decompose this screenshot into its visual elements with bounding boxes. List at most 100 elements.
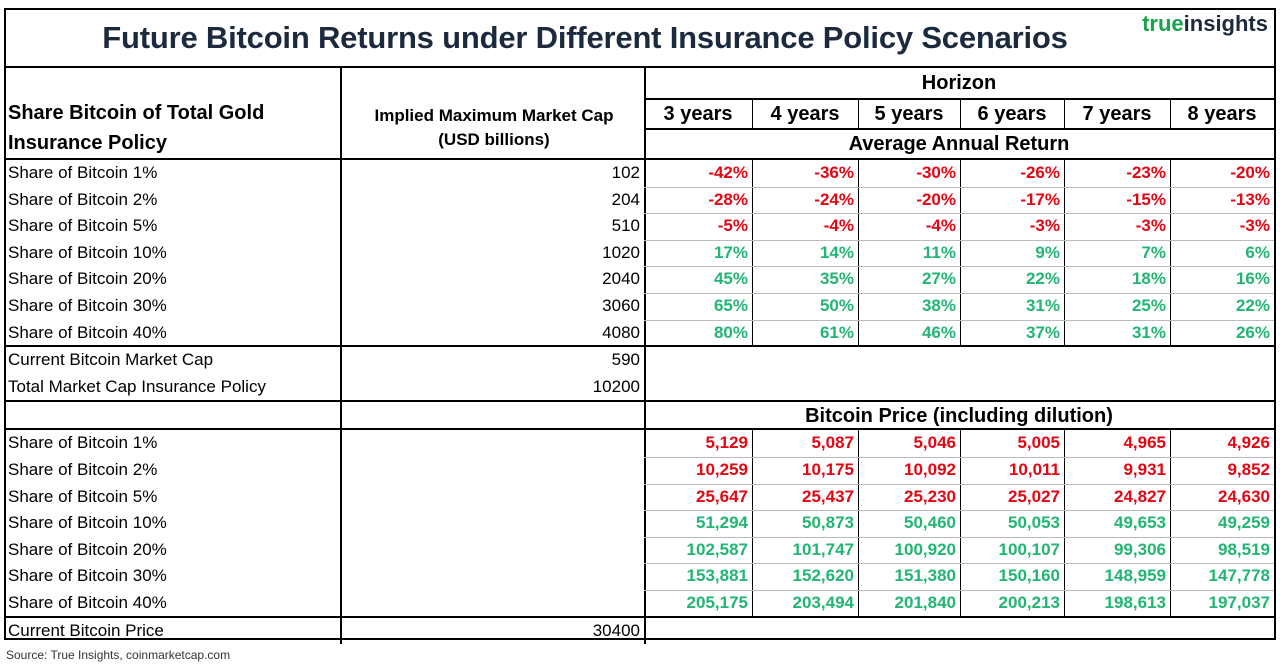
header-implied-cap-line2: (USD billions) (438, 130, 550, 149)
divider (6, 158, 1274, 160)
row-value-6y: 31% (1025, 296, 1060, 315)
returns-row: Share of Bitcoin 40% 4080 80% 61% 46% 37% 31% 2… (6, 320, 1274, 347)
row-value-3y: 153,881 (686, 566, 748, 586)
row-value-6y: 100,107 (998, 539, 1060, 559)
divider (644, 266, 1274, 268)
row-cap-value: 30400 (592, 620, 640, 640)
row-value-4y: 101,747 (792, 539, 854, 559)
divider (644, 293, 1274, 294)
returns-row: Share of Bitcoin 20% 2040 45% 35% 27% 22% 18% 1… (6, 266, 1274, 293)
page-title: Future Bitcoin Returns under Different I… (102, 20, 1068, 55)
row-cap-value: 4080 (602, 322, 640, 342)
row-value-5y: 11% (922, 242, 956, 262)
summary-row: Total Market Cap Insurance Policy 10200 (6, 374, 1274, 401)
row-label: Current Bitcoin Price (8, 620, 164, 640)
divider (858, 160, 859, 347)
price-row: Share of Bitcoin 20% 102,587 101,747 100,92… (6, 537, 1274, 564)
row-value-8y: 4,926 (1227, 433, 1270, 453)
row-value-8y: 147,778 (1208, 566, 1270, 586)
row-value-5y: -30% (916, 163, 956, 182)
row-label: Share of Bitcoin 40% (8, 593, 167, 612)
row-value-3y: 102,587 (686, 539, 748, 559)
row-value-8y: 49,259 (1218, 513, 1270, 533)
divider (340, 68, 342, 645)
divider (1064, 98, 1065, 128)
row-value-8y: 6% (1245, 242, 1270, 262)
true-insights-logo: trueinsights (1142, 11, 1268, 36)
returns-row: Share of Bitcoin 2% 204 -28% -24% -20% -17% -1… (6, 187, 1274, 214)
row-value-4y: 14% (819, 242, 854, 262)
divider (6, 615, 1274, 618)
current-price-row: Current Bitcoin Price 30400 (6, 618, 1274, 645)
row-value-7y: 99,306 (1114, 539, 1166, 559)
row-value-5y: 5,046 (913, 433, 956, 453)
row-value-5y: 151,380 (894, 566, 956, 586)
row-value-4y: -36% (814, 163, 854, 182)
row-value-6y: 10,011 (1008, 460, 1060, 479)
row-value-5y: 100,920 (894, 539, 956, 559)
row-value-4y: 10,175 (802, 460, 854, 479)
row-label: Share of Bitcoin 10% (8, 513, 167, 533)
row-value-7y: 4,965 (1123, 433, 1166, 453)
row-value-6y: 200,213 (998, 593, 1060, 612)
row-value-3y: 80% (713, 322, 748, 342)
row-value-7y: 198,613 (1104, 593, 1166, 612)
divider (1170, 430, 1171, 617)
row-value-3y: 10,259 (696, 460, 748, 479)
row-value-4y: -4% (823, 216, 854, 236)
row-value-4y: 61% (819, 322, 854, 342)
header-year-8: 8 years (1187, 103, 1257, 125)
price-row: Share of Bitcoin 40% 205,175 203,494 201,84… (6, 590, 1274, 617)
divider (644, 128, 1274, 130)
row-label: Share of Bitcoin 1% (8, 163, 158, 182)
header-horizon: Horizon (921, 72, 997, 94)
row-value-6y: 22% (1025, 269, 1060, 289)
divider (644, 457, 1274, 458)
row-value-3y: 25,647 (696, 486, 748, 506)
row-value-7y: 7% (1141, 242, 1166, 262)
divider (752, 98, 753, 128)
row-value-7y: -15% (1126, 189, 1166, 209)
header-year-3: 3 years (663, 103, 733, 125)
divider (1064, 430, 1065, 617)
row-label: Share of Bitcoin 20% (8, 269, 167, 289)
row-label: Share of Bitcoin 5% (8, 216, 158, 236)
row-value-8y: -20% (1230, 163, 1270, 182)
divider (644, 98, 1274, 100)
returns-row: Share of Bitcoin 1% 102 -42% -36% -30% -26% -2… (6, 160, 1274, 187)
row-value-5y: 25,230 (904, 486, 956, 506)
row-label: Share of Bitcoin 5% (8, 486, 158, 506)
divider (858, 98, 859, 128)
price-row: Share of Bitcoin 10% 51,294 50,873 50,460 50… (6, 510, 1274, 537)
row-value-5y: 27% (921, 269, 956, 289)
row-value-4y: 35% (819, 269, 854, 289)
divider (960, 430, 961, 617)
row-cap-value: 590 (611, 350, 640, 370)
row-value-8y: -3% (1239, 216, 1270, 236)
divider (1064, 160, 1065, 347)
row-label: Share of Bitcoin 40% (8, 322, 167, 342)
row-cap-value: 102 (611, 163, 640, 182)
row-value-3y: -5% (717, 216, 748, 236)
divider (6, 345, 1274, 348)
row-value-8y: 9,852 (1227, 460, 1270, 479)
row-value-8y: -13% (1230, 189, 1270, 209)
header-average-annual-return: Average Annual Return (848, 133, 1070, 155)
row-label: Share of Bitcoin 30% (8, 566, 167, 586)
row-value-7y: 31% (1131, 322, 1166, 342)
returns-row: Share of Bitcoin 10% 1020 17% 14% 11% 9% 7% 6% (6, 240, 1274, 267)
divider (6, 400, 1274, 403)
row-value-5y: -4% (925, 216, 956, 236)
divider (644, 590, 1274, 591)
row-value-4y: 50,873 (802, 513, 854, 533)
row-label: Share of Bitcoin 1% (8, 433, 158, 453)
row-value-6y: -17% (1020, 189, 1060, 209)
row-value-7y: -3% (1135, 216, 1166, 236)
row-value-5y: 50,460 (904, 513, 956, 533)
row-value-8y: 16% (1235, 269, 1270, 289)
divider (960, 98, 961, 128)
returns-row: Share of Bitcoin 30% 3060 65% 50% 38% 31% 25% 2… (6, 293, 1274, 320)
row-value-3y: 17% (713, 242, 748, 262)
row-value-8y: 24,630 (1218, 486, 1270, 506)
divider (644, 213, 1274, 215)
